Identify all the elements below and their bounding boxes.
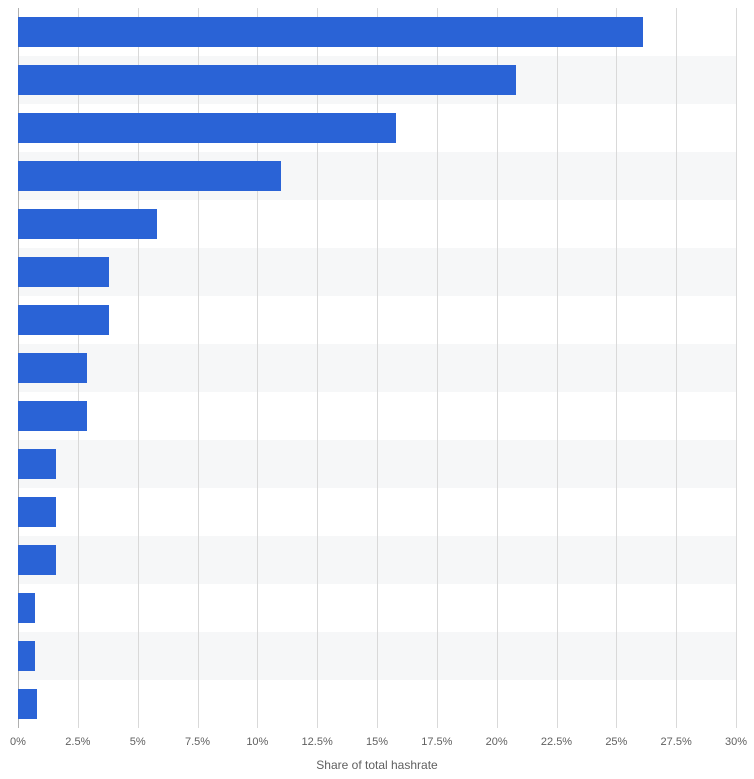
- gridline: [557, 8, 558, 728]
- x-tick-label: 22.5%: [541, 736, 572, 748]
- x-tick-label: 5%: [130, 736, 146, 748]
- plot-area: [18, 8, 736, 728]
- bar: [18, 401, 87, 431]
- x-tick-label: 10%: [246, 736, 268, 748]
- x-tick-label: 27.5%: [661, 736, 692, 748]
- hashrate-bar-chart: 0% 2.5% 5% 7.5% 10% 12.5% 15% 17.5% 20% 22.5% 25% 2…: [0, 0, 754, 779]
- x-tick-label: 25%: [605, 736, 627, 748]
- gridline: [676, 8, 677, 728]
- bar: [18, 65, 516, 95]
- x-axis-title: Share of total hashrate: [316, 758, 437, 772]
- gridline: [736, 8, 737, 728]
- x-tick-label: 0%: [10, 736, 26, 748]
- x-tick-label: 15%: [366, 736, 388, 748]
- bar: [18, 353, 87, 383]
- bar: [18, 497, 56, 527]
- bar: [18, 689, 37, 719]
- bar: [18, 257, 109, 287]
- gridline: [437, 8, 438, 728]
- x-tick-label: 12.5%: [302, 736, 333, 748]
- bar: [18, 449, 56, 479]
- bar: [18, 593, 35, 623]
- x-tick-label: 17.5%: [421, 736, 452, 748]
- x-tick-label: 7.5%: [185, 736, 210, 748]
- x-tick-label: 2.5%: [65, 736, 90, 748]
- bar: [18, 545, 56, 575]
- bar: [18, 161, 281, 191]
- x-tick-label: 30%: [725, 736, 747, 748]
- gridline: [616, 8, 617, 728]
- bar: [18, 209, 157, 239]
- x-tick-label: 20%: [486, 736, 508, 748]
- gridline: [497, 8, 498, 728]
- bar: [18, 641, 35, 671]
- bar: [18, 17, 643, 47]
- bar: [18, 113, 396, 143]
- bar: [18, 305, 109, 335]
